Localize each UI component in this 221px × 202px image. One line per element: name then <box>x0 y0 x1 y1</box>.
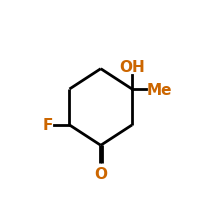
Text: O: O <box>94 167 107 181</box>
Text: F: F <box>42 118 53 133</box>
Text: OH: OH <box>119 59 145 74</box>
Text: Me: Me <box>147 82 172 97</box>
